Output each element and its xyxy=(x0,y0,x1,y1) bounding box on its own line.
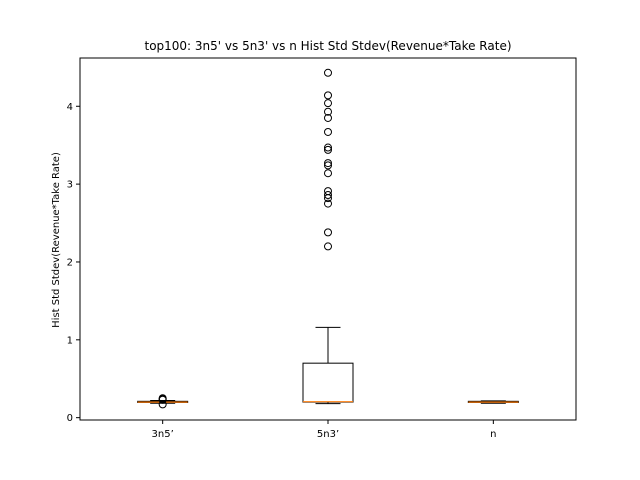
y-tick-label: 0 xyxy=(67,413,73,424)
outlier-point xyxy=(324,143,332,152)
outlier-point xyxy=(324,159,332,168)
outlier-point xyxy=(324,145,332,154)
outlier-point xyxy=(324,127,332,136)
outlier-point xyxy=(324,91,332,100)
outlier-point xyxy=(324,169,332,178)
outlier-point xyxy=(158,400,167,409)
y-tick-label: 2 xyxy=(67,257,73,268)
x-tick-label: n xyxy=(490,429,496,440)
y-axis-label: Hist Std Stdev(Revenue*Take Rate) xyxy=(51,152,62,328)
y-tick-label: 4 xyxy=(67,102,73,113)
chart-title: top100: 3n5' vs 5n3' vs n Hist Std Stdev… xyxy=(144,39,511,53)
outlier-point xyxy=(324,161,332,170)
x-tick-label: 5n3’ xyxy=(317,429,339,440)
outlier-point xyxy=(324,228,332,237)
outlier-point xyxy=(324,68,332,77)
outlier-point xyxy=(158,394,167,403)
box-iqr xyxy=(302,362,354,403)
x-tick-label: 3n5’ xyxy=(152,429,174,440)
plot-area: 0 1 2 3 4 3n5’ 5n3’ n xyxy=(67,68,519,440)
plot-frame xyxy=(79,57,577,421)
outlier-point xyxy=(324,199,332,208)
y-tick-label: 1 xyxy=(67,335,73,346)
y-tick-label: 3 xyxy=(67,180,73,191)
outlier-point xyxy=(324,113,332,122)
outlier-point xyxy=(324,242,332,251)
outlier-point xyxy=(324,191,332,200)
outlier-point xyxy=(324,99,332,108)
outlier-point xyxy=(324,107,332,116)
outlier-point xyxy=(324,187,332,196)
